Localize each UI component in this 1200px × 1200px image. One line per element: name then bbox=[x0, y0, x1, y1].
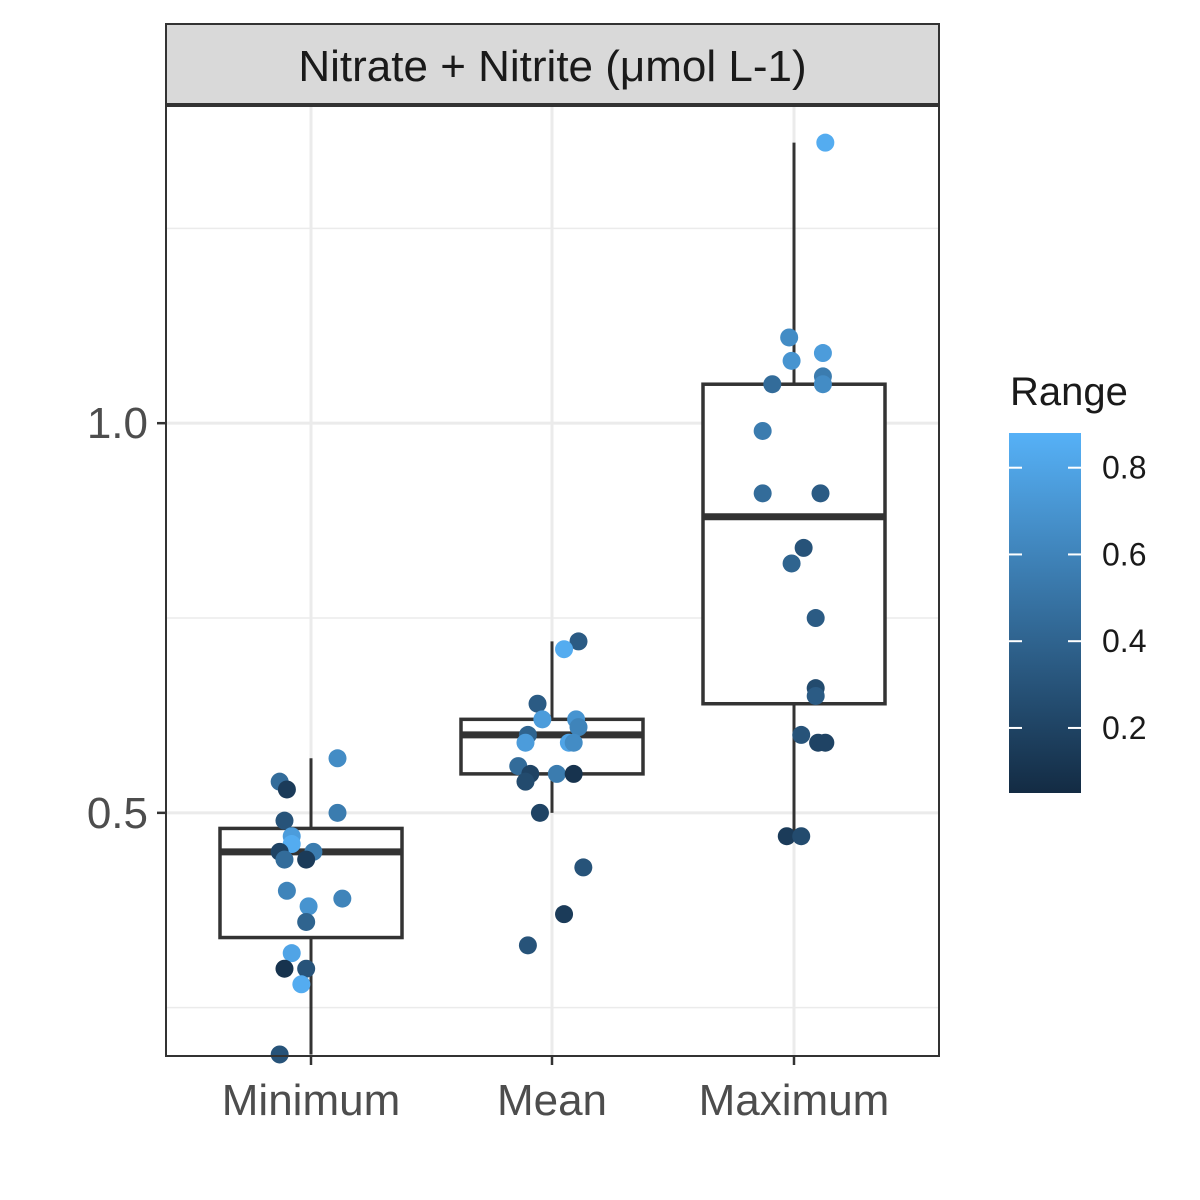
color-legend: Range 0.2 0.4 0.6 0.8 bbox=[1009, 370, 1146, 793]
data-point bbox=[277, 881, 296, 900]
data-points bbox=[270, 133, 835, 1064]
data-point bbox=[299, 897, 318, 916]
data-point bbox=[555, 905, 574, 924]
data-point bbox=[297, 912, 316, 931]
facet-title: Nitrate + Nitrite (μmol L-1) bbox=[298, 42, 806, 91]
data-point bbox=[782, 554, 801, 573]
data-point bbox=[328, 749, 347, 768]
data-point bbox=[516, 772, 535, 791]
data-point bbox=[555, 640, 574, 659]
data-point bbox=[528, 694, 547, 713]
legend-tick-label: 0.8 bbox=[1102, 450, 1146, 486]
data-point bbox=[806, 609, 825, 628]
y-axis: 0.5 1.0 bbox=[87, 399, 166, 838]
data-point bbox=[270, 1045, 289, 1064]
data-point bbox=[782, 351, 801, 370]
x-axis: Minimum Mean Maximum bbox=[222, 1056, 890, 1125]
y-tick-label: 1.0 bbox=[87, 399, 148, 448]
data-point bbox=[547, 764, 566, 783]
data-point bbox=[763, 375, 782, 394]
data-point bbox=[753, 484, 772, 503]
data-point bbox=[297, 850, 316, 869]
y-tick-label: 0.5 bbox=[87, 789, 148, 838]
x-tick-label: Maximum bbox=[699, 1076, 890, 1125]
boxplots bbox=[218, 142, 887, 1055]
data-point bbox=[813, 344, 832, 363]
legend-tick-label: 0.6 bbox=[1102, 536, 1146, 572]
box-iqr bbox=[459, 717, 645, 776]
x-tick-label: Mean bbox=[497, 1076, 607, 1125]
data-point bbox=[816, 733, 835, 752]
data-point bbox=[811, 484, 830, 503]
data-point bbox=[564, 733, 583, 752]
data-point bbox=[574, 858, 593, 877]
legend-tick-label: 0.2 bbox=[1102, 710, 1146, 746]
boxplot-minimum bbox=[218, 758, 404, 1055]
data-point bbox=[816, 133, 835, 152]
data-point bbox=[328, 803, 347, 822]
data-point bbox=[792, 827, 811, 846]
data-point bbox=[569, 718, 588, 737]
data-point bbox=[794, 538, 813, 557]
boxplot-maximum bbox=[701, 142, 887, 837]
x-tick-label: Minimum bbox=[222, 1076, 400, 1125]
data-point bbox=[569, 632, 588, 651]
legend-colorbar bbox=[1009, 433, 1081, 793]
facet-strip bbox=[165, 23, 940, 105]
data-point bbox=[333, 889, 352, 908]
data-point bbox=[813, 375, 832, 394]
data-point bbox=[275, 850, 294, 869]
data-point bbox=[516, 733, 535, 752]
data-point bbox=[275, 811, 294, 830]
data-point bbox=[275, 959, 294, 978]
legend-ticks: 0.2 0.4 0.6 0.8 bbox=[1009, 450, 1146, 746]
data-point bbox=[530, 803, 549, 822]
data-point bbox=[780, 328, 799, 347]
legend-title: Range bbox=[1010, 370, 1128, 414]
legend-tick-label: 0.4 bbox=[1102, 623, 1146, 659]
data-point bbox=[806, 686, 825, 705]
data-point bbox=[282, 944, 301, 963]
data-point bbox=[518, 936, 537, 955]
data-point bbox=[564, 764, 583, 783]
data-point bbox=[277, 780, 296, 799]
data-point bbox=[753, 421, 772, 440]
data-point bbox=[292, 975, 311, 994]
data-point bbox=[533, 710, 552, 729]
data-point bbox=[297, 959, 316, 978]
data-point bbox=[777, 827, 796, 846]
box-iqr bbox=[701, 382, 887, 706]
data-point bbox=[792, 725, 811, 744]
